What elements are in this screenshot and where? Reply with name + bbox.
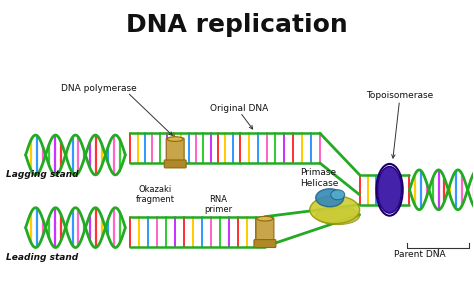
Text: Okazaki
fragment: Okazaki fragment xyxy=(136,185,175,205)
Text: Helicase: Helicase xyxy=(300,179,338,188)
Ellipse shape xyxy=(378,167,401,213)
Text: Leading stand: Leading stand xyxy=(6,253,78,262)
FancyBboxPatch shape xyxy=(256,218,274,246)
Ellipse shape xyxy=(316,207,360,225)
Ellipse shape xyxy=(316,189,344,207)
Text: Parent DNA: Parent DNA xyxy=(393,250,445,259)
Text: DNA replication: DNA replication xyxy=(126,13,348,37)
Text: Topoisomerase: Topoisomerase xyxy=(366,91,433,100)
Ellipse shape xyxy=(257,216,273,221)
Ellipse shape xyxy=(310,196,360,224)
Text: RNA
primer: RNA primer xyxy=(204,195,232,214)
FancyBboxPatch shape xyxy=(164,160,186,168)
FancyBboxPatch shape xyxy=(254,239,276,247)
FancyBboxPatch shape xyxy=(166,138,184,166)
Ellipse shape xyxy=(331,190,345,200)
Ellipse shape xyxy=(167,163,183,167)
Text: DNA polymerase: DNA polymerase xyxy=(61,84,136,93)
Text: Lagging stand: Lagging stand xyxy=(6,170,78,179)
Text: Primase: Primase xyxy=(300,168,336,177)
Ellipse shape xyxy=(167,137,183,141)
Text: Original DNA: Original DNA xyxy=(210,104,268,113)
Ellipse shape xyxy=(257,242,273,247)
